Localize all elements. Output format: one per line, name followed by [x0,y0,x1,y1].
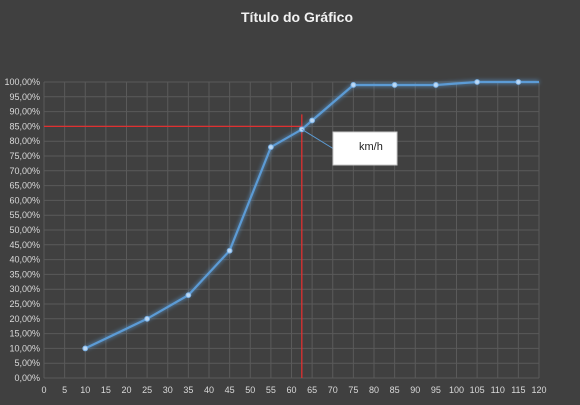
data-point [309,117,316,124]
x-tick-label: 70 [328,385,338,395]
y-axis-ticks: 0,00% 5,00% 10,00% 15,00% 20,00% 25,00% 30,00%… [4,77,40,383]
data-point [432,82,439,88]
x-tick-label: 100 [449,385,464,395]
callout-box [332,131,398,166]
x-tick-label: 65 [307,385,317,395]
data-point [82,345,89,352]
data-point [226,247,233,254]
x-tick-label: 55 [266,385,276,395]
x-tick-label: 35 [183,385,193,395]
x-tick-label: 25 [142,385,152,395]
x-tick-label: 120 [531,385,546,395]
x-tick-label: 30 [163,385,173,395]
y-tick-label: 80,00% [9,136,40,146]
reference-lines [44,114,303,378]
data-point [267,144,274,151]
data-point [515,79,522,85]
y-tick-label: 75,00% [9,151,40,161]
y-tick-label: 35,00% [9,269,40,279]
data-point [144,315,151,322]
data-point [474,79,481,85]
x-tick-label: 115 [511,385,525,395]
x-tick-label: 20 [121,385,131,395]
x-tick-label: 60 [286,385,296,395]
x-tick-label: 105 [470,385,485,395]
data-callout: km/h [301,128,398,166]
chart-title: Título do Gráfico [241,9,353,25]
x-tick-label: 80 [369,385,379,395]
y-tick-label: 85,00% [9,121,40,131]
y-tick-label: 15,00% [9,329,40,339]
y-tick-label: 100,00% [4,77,40,87]
x-axis-ticks: 0 5 10 15 20 25 30 35 40 45 50 55 60 65 70 75 80 85 90 95 10… [41,385,546,395]
data-point [391,82,398,88]
x-tick-label: 85 [390,385,400,395]
y-tick-label: 10,00% [9,343,40,353]
y-tick-label: 55,00% [9,210,40,220]
y-tick-label: 40,00% [9,255,40,265]
x-tick-label: 110 [491,385,505,395]
y-tick-label: 45,00% [9,240,40,250]
x-tick-label: 95 [431,385,441,395]
y-tick-label: 25,00% [9,299,40,309]
data-point [185,292,192,299]
y-tick-label: 65,00% [9,181,40,191]
x-tick-label: 0 [41,385,46,395]
y-tick-label: 20,00% [9,314,40,324]
x-tick-label: 5 [62,385,67,395]
x-tick-label: 10 [80,385,90,395]
data-points [82,79,522,352]
x-tick-label: 40 [204,385,214,395]
callout-leader [301,128,334,149]
x-tick-label: 75 [348,385,358,395]
callout-label: km/h [359,141,383,153]
y-tick-label: 60,00% [9,195,40,205]
y-tick-label: 50,00% [9,225,40,235]
x-tick-label: 45 [225,385,235,395]
y-tick-label: 5,00% [14,358,40,368]
y-tick-label: 95,00% [9,92,40,102]
y-tick-label: 0,00% [14,373,40,383]
data-point [350,82,357,88]
y-tick-label: 30,00% [9,284,40,294]
x-tick-label: 50 [245,385,255,395]
x-tick-label: 90 [410,385,420,395]
y-tick-label: 90,00% [9,107,40,117]
y-tick-label: 70,00% [9,166,40,176]
x-tick-label: 15 [101,385,111,395]
